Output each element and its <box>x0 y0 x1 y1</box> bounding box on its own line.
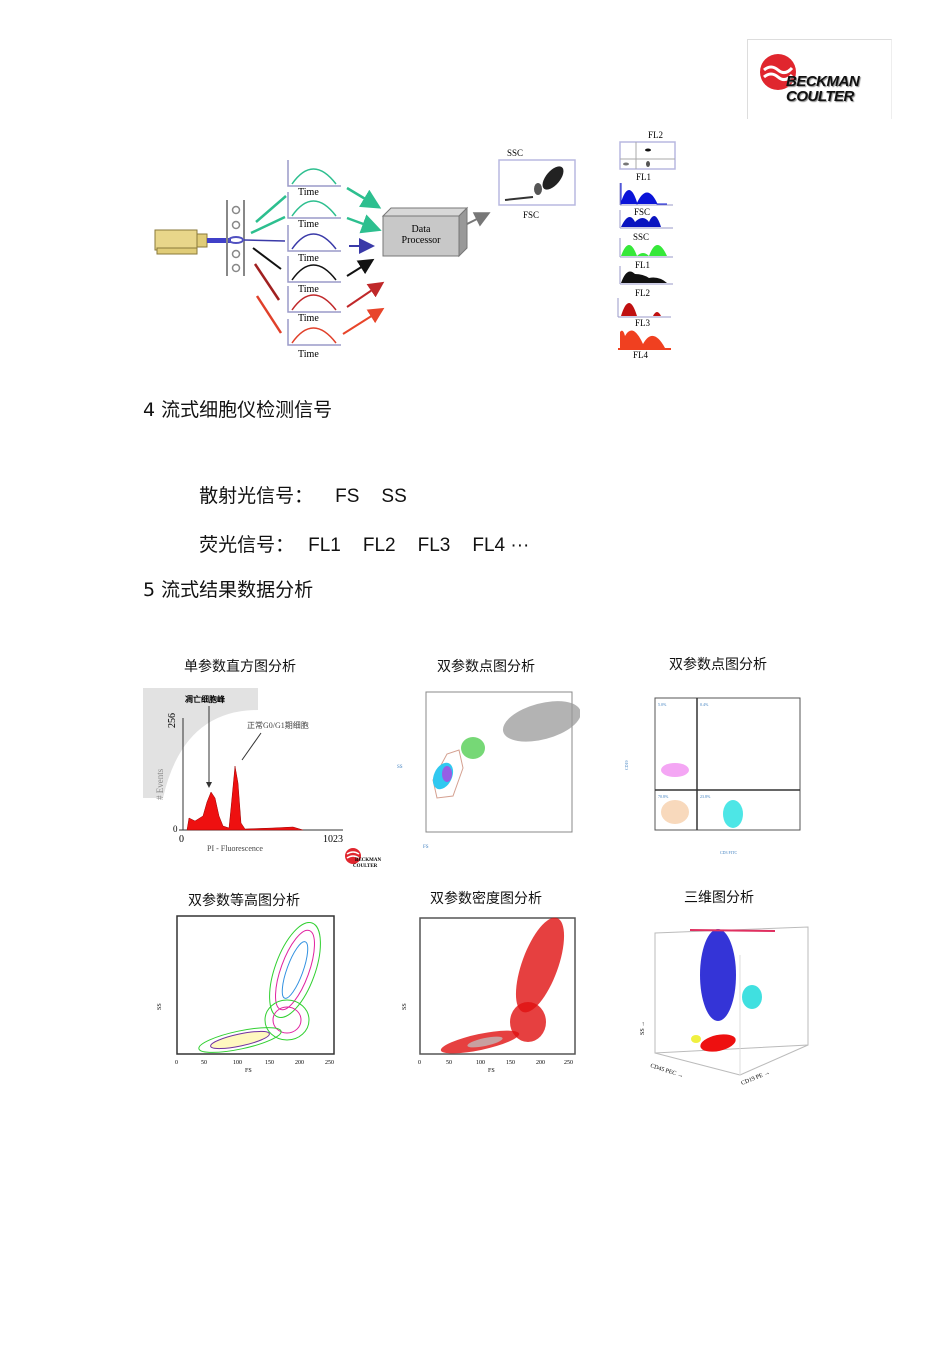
panel-title-contour: 双参数等高图分析 <box>188 893 300 909</box>
svg-text:SS →: SS → <box>640 1021 646 1035</box>
parameter-histograms: FL2 FL1 FSC SSC FL1 FL2 FL3 FL4 <box>617 130 676 360</box>
svg-text:# Events: # Events <box>155 768 165 800</box>
svg-text:BECKMAN: BECKMAN <box>355 858 382 863</box>
svg-text:100: 100 <box>233 1060 242 1066</box>
svg-text:FSC: FSC <box>523 210 539 220</box>
3d-scatter-plot: SS → CD45 PEC → CD19 PE → <box>630 915 835 1095</box>
laser-icon <box>154 229 231 255</box>
signal-ss: SS <box>381 486 407 507</box>
small-logo-icon: BECKMAN COULTER <box>345 848 382 869</box>
panel-title-histogram: 单参数直方图分析 <box>184 659 296 675</box>
signal-fl3: FL3 <box>417 535 451 556</box>
logo-line-2: COULTER <box>786 88 854 105</box>
svg-text:23.8%: 23.8% <box>700 794 711 799</box>
svg-text:FSC: FSC <box>634 207 650 217</box>
data-processor-box: Data Processor <box>381 206 469 258</box>
svg-text:100: 100 <box>476 1060 485 1066</box>
svg-text:200: 200 <box>536 1060 545 1066</box>
logo-mark-icon <box>760 54 796 90</box>
svg-text:50: 50 <box>446 1060 452 1066</box>
panel-title-density: 双参数密度图分析 <box>430 891 542 907</box>
svg-text:FL1: FL1 <box>635 260 650 270</box>
flow-cytometer-diagram: Time Time Time Time Time Time Data <box>143 122 698 362</box>
scatter-signal-label: 散射光信号： <box>199 485 314 507</box>
svg-text:Processor: Processor <box>402 235 442 246</box>
svg-text:Time: Time <box>298 187 319 198</box>
beckman-coulter-logo: BECKMAN COULTER <box>747 39 892 119</box>
svg-text:250: 250 <box>564 1060 573 1066</box>
svg-text:150: 150 <box>265 1060 274 1066</box>
svg-text:Time: Time <box>298 253 319 264</box>
svg-text:Data: Data <box>412 224 431 235</box>
svg-text:FL4: FL4 <box>633 350 649 360</box>
svg-text:COULTER: COULTER <box>353 864 378 869</box>
svg-text:SSC: SSC <box>633 232 649 242</box>
section-5-heading: 5 流式结果数据分析 <box>143 579 314 601</box>
fluor-signal-label: 荧光信号： <box>199 534 295 556</box>
svg-text:Time: Time <box>298 284 319 295</box>
svg-text:0: 0 <box>175 1060 178 1066</box>
svg-text:FL3: FL3 <box>635 318 651 328</box>
svg-text:CD3 FITC: CD3 FITC <box>720 850 738 855</box>
two-parameter-dotplot: SS FS <box>385 688 581 863</box>
svg-text:FS: FS <box>245 1068 252 1074</box>
svg-text:Time: Time <box>298 349 319 360</box>
signal-fl1: FL1 <box>308 535 341 556</box>
section-4-heading: 4 流式细胞仪检测信号 <box>143 399 333 421</box>
scatter-signal-line: 散射光信号： FS SS <box>187 459 407 508</box>
svg-text:CD19: CD19 <box>624 760 629 770</box>
signal-fl2: FL2 <box>362 535 396 556</box>
svg-text:FS: FS <box>488 1068 495 1074</box>
panel-title-quadrant: 双参数点图分析 <box>669 657 767 673</box>
svg-text:凋亡细胞峰: 凋亡细胞峰 <box>185 694 225 704</box>
svg-text:0: 0 <box>418 1060 421 1066</box>
flow-cell <box>226 200 245 276</box>
signal-fs: FS <box>335 486 360 507</box>
svg-text:SSC: SSC <box>507 148 523 158</box>
panel-title-dotplot: 双参数点图分析 <box>437 659 535 675</box>
density-plot: SS FS 0 50 100 150 200 250 <box>400 910 585 1075</box>
svg-text:CD45 PEC →: CD45 PEC → <box>649 1063 684 1079</box>
svg-text:70.8%: 70.8% <box>658 794 669 799</box>
ssc-fsc-scatter-plot: SSC FSC <box>498 148 576 220</box>
svg-text:PI - Fluorescence: PI - Fluorescence <box>207 844 263 853</box>
quadrant-dotplot: 5.0% 0.4% 70.8% 23.8% CD3 FITC CD19 <box>620 690 810 860</box>
svg-text:SS: SS <box>157 1003 163 1010</box>
svg-text:正常G0/G1期细胞: 正常G0/G1期细胞 <box>247 720 309 730</box>
svg-text:FS: FS <box>423 845 429 850</box>
panel-title-3d: 三维图分析 <box>684 890 754 906</box>
signal-fl4: FL4 ··· <box>472 535 530 556</box>
contour-plot: SS FS 0 50 100 150 200 250 <box>155 910 345 1075</box>
svg-text:50: 50 <box>201 1060 207 1066</box>
svg-text:150: 150 <box>506 1060 515 1066</box>
single-parameter-histogram: 凋亡细胞峰 正常G0/G1期细胞 256 # Events 0 0 1023 P… <box>143 688 388 873</box>
svg-text:FL2: FL2 <box>635 288 650 298</box>
svg-text:SS: SS <box>397 765 403 770</box>
time-signal-plots: Time Time Time Time Time Time <box>287 160 341 360</box>
svg-text:0.4%: 0.4% <box>700 702 709 707</box>
svg-text:Time: Time <box>298 219 319 230</box>
svg-text:0: 0 <box>179 834 184 845</box>
logo-line-1: BECKMAN <box>786 73 860 90</box>
svg-text:Time: Time <box>298 313 319 324</box>
svg-text:200: 200 <box>295 1060 304 1066</box>
svg-text:256: 256 <box>167 713 178 728</box>
svg-text:1023: 1023 <box>323 834 343 845</box>
fluor-signal-line: 荧光信号： FL1 FL2 FL3 FL4 ··· <box>187 508 529 557</box>
svg-text:250: 250 <box>325 1060 334 1066</box>
svg-text:FL2: FL2 <box>648 130 663 140</box>
svg-text:5.0%: 5.0% <box>658 702 667 707</box>
svg-text:SS: SS <box>402 1003 408 1010</box>
svg-text:0: 0 <box>173 824 178 834</box>
svg-text:FL1: FL1 <box>636 172 651 182</box>
